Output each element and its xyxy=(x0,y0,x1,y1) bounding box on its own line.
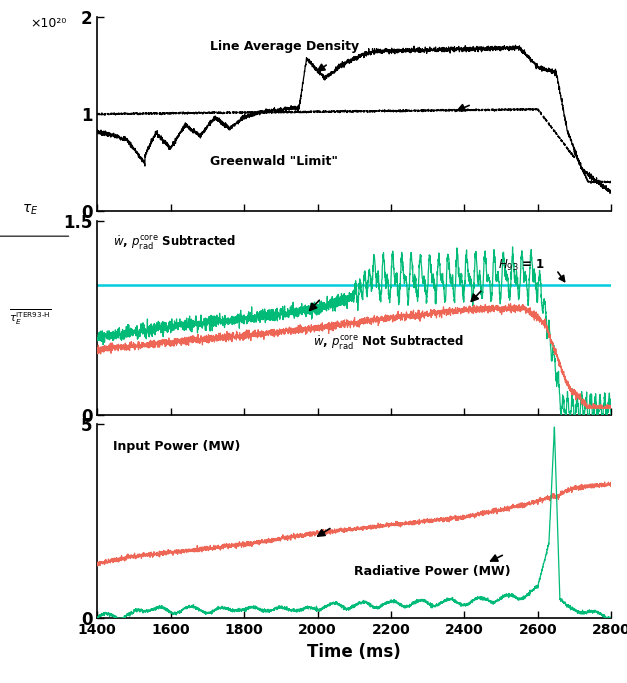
Text: $H_{93}$ = 1: $H_{93}$ = 1 xyxy=(498,258,545,273)
Text: $\tau_E$: $\tau_E$ xyxy=(22,202,39,217)
Text: Radiative Power (MW): Radiative Power (MW) xyxy=(354,566,511,579)
Text: $\dot{w}$, $p_{\rm rad}^{\rm core}$ Subtracted: $\dot{w}$, $p_{\rm rad}^{\rm core}$ Subt… xyxy=(113,234,236,252)
Text: Input Power (MW): Input Power (MW) xyxy=(113,440,240,453)
Text: $\dot{w}$, $p_{\rm rad}^{\rm core}$ Not Subtracted: $\dot{w}$, $p_{\rm rad}^{\rm core}$ Not … xyxy=(313,334,464,352)
Text: ×10²⁰: ×10²⁰ xyxy=(30,17,66,30)
Text: $\overline{\tau_E^{\rm ITER93\text{-}H}}$: $\overline{\tau_E^{\rm ITER93\text{-}H}}… xyxy=(9,308,51,327)
Text: Line Average Density: Line Average Density xyxy=(210,40,359,53)
X-axis label: Time (ms): Time (ms) xyxy=(307,643,401,660)
Text: Greenwald "Limit": Greenwald "Limit" xyxy=(210,155,339,168)
